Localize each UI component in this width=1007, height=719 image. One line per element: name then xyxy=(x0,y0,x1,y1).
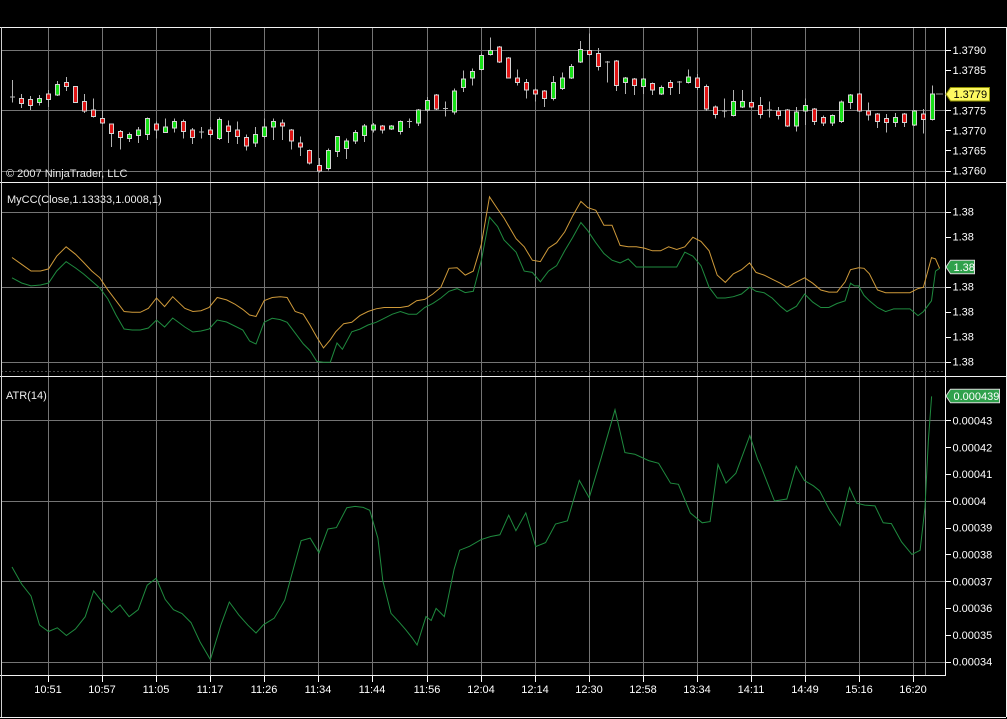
svg-text:13:34: 13:34 xyxy=(683,684,711,696)
svg-text:0.00035: 0.00035 xyxy=(953,630,993,642)
svg-text:1.38: 1.38 xyxy=(953,307,974,319)
svg-text:15:16: 15:16 xyxy=(845,684,873,696)
svg-text:10:51: 10:51 xyxy=(34,684,62,696)
svg-text:12:04: 12:04 xyxy=(467,684,495,696)
svg-text:0.00042: 0.00042 xyxy=(953,442,993,454)
svg-text:12:30: 12:30 xyxy=(575,684,603,696)
svg-text:0.00038: 0.00038 xyxy=(953,550,993,562)
svg-text:1.3779: 1.3779 xyxy=(954,89,988,101)
svg-text:1.3770: 1.3770 xyxy=(953,125,987,137)
svg-text:1.38: 1.38 xyxy=(953,332,974,344)
svg-text:10:57: 10:57 xyxy=(88,684,116,696)
svg-text:1.38: 1.38 xyxy=(953,232,974,244)
svg-text:1.3760: 1.3760 xyxy=(953,166,987,178)
svg-text:1.3765: 1.3765 xyxy=(953,146,987,158)
svg-text:11:34: 11:34 xyxy=(305,684,332,696)
svg-text:1.3785: 1.3785 xyxy=(953,65,987,77)
svg-text:11:05: 11:05 xyxy=(143,684,170,696)
svg-text:1.38: 1.38 xyxy=(953,357,974,369)
svg-text:0.00034: 0.00034 xyxy=(953,657,993,669)
svg-text:1.3775: 1.3775 xyxy=(953,105,987,117)
svg-text:11:26: 11:26 xyxy=(251,684,278,696)
svg-text:0.000439: 0.000439 xyxy=(954,391,1000,403)
svg-text:0.00037: 0.00037 xyxy=(953,576,993,588)
svg-text:14:49: 14:49 xyxy=(791,684,819,696)
svg-text:ATR(14): ATR(14) xyxy=(6,390,47,402)
svg-text:MyCC(Close,1.13333,1.0008,1): MyCC(Close,1.13333,1.0008,1) xyxy=(7,194,162,206)
svg-text:1.38: 1.38 xyxy=(953,207,974,219)
svg-text:0.00036: 0.00036 xyxy=(953,603,993,615)
svg-text:1.3790: 1.3790 xyxy=(953,45,987,57)
svg-text:11:56: 11:56 xyxy=(414,684,441,696)
svg-text:© 2007 NinjaTrader, LLC: © 2007 NinjaTrader, LLC xyxy=(6,168,127,180)
svg-text:12:14: 12:14 xyxy=(521,684,549,696)
svg-text:0.00043: 0.00043 xyxy=(953,416,993,428)
svg-text:0.00039: 0.00039 xyxy=(953,523,993,535)
svg-text:1.38: 1.38 xyxy=(954,262,975,274)
svg-text:12:58: 12:58 xyxy=(629,684,657,696)
svg-text:16:20: 16:20 xyxy=(899,684,927,696)
svg-text:0.0004: 0.0004 xyxy=(953,496,987,508)
svg-text:1.38: 1.38 xyxy=(953,282,974,294)
svg-text:11:17: 11:17 xyxy=(197,684,224,696)
svg-text:11:44: 11:44 xyxy=(359,684,386,696)
svg-text:0.00041: 0.00041 xyxy=(953,469,993,481)
svg-text:14:11: 14:11 xyxy=(738,684,765,696)
